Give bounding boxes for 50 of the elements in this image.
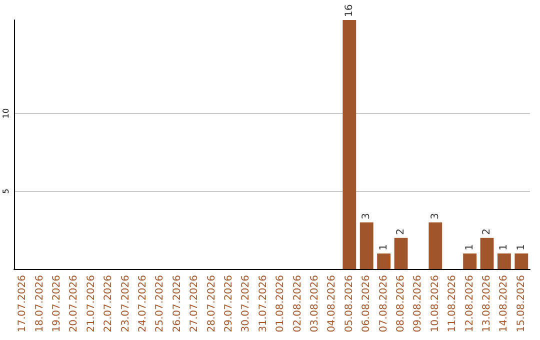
- data-label: 1: [498, 244, 510, 250]
- bar: [428, 222, 442, 269]
- bar: [342, 20, 356, 269]
- x-tick-label: 31.07.2026: [258, 275, 269, 332]
- y-tick-label: 10: [2, 108, 10, 118]
- bar: [394, 238, 408, 269]
- x-tick-label: 30.07.2026: [240, 275, 252, 332]
- data-label: 16: [344, 4, 355, 17]
- x-tick-label: 23.07.2026: [120, 275, 132, 332]
- y-tick-label: 5: [2, 188, 10, 194]
- x-tick-label: 19.07.2026: [52, 275, 62, 332]
- x-tick-label: 25.07.2026: [154, 275, 166, 332]
- x-tick-label: 10.08.2026: [430, 275, 441, 332]
- x-tick-label: 02.08.2026: [292, 275, 304, 332]
- x-tick-label: 15.08.2026: [516, 275, 527, 332]
- x-tick-label: 01.08.2026: [275, 275, 286, 332]
- data-label: 3: [430, 212, 441, 220]
- bar: [497, 253, 511, 269]
- x-tick-label: 08.08.2026: [396, 275, 406, 332]
- x-tick-label: 06.08.2026: [361, 275, 372, 332]
- data-label: 2: [482, 228, 492, 235]
- x-tick-label: 21.07.2026: [86, 275, 97, 332]
- bar: [480, 238, 494, 269]
- x-tick-label: 09.08.2026: [412, 275, 424, 332]
- x-tick-label: 05.08.2026: [344, 275, 355, 332]
- x-tick-label: 18.07.2026: [34, 275, 46, 332]
- bar: [514, 253, 528, 269]
- x-tick-label: 11.08.2026: [447, 275, 458, 332]
- x-tick-label: 27.07.2026: [189, 275, 200, 332]
- data-label: 1: [464, 244, 476, 250]
- x-tick-label: 28.07.2026: [206, 275, 218, 332]
- x-tick-label: 26.07.2026: [172, 275, 183, 332]
- bar: [377, 253, 391, 269]
- data-label: 1: [378, 244, 390, 250]
- data-label: 3: [361, 212, 372, 220]
- data-label: 1: [516, 244, 527, 250]
- x-tick-label: 24.07.2026: [138, 275, 148, 332]
- x-tick-label: 17.07.2026: [17, 275, 28, 332]
- x-tick-label: 04.08.2026: [326, 275, 338, 332]
- bar: [360, 222, 374, 269]
- x-tick-label: 12.08.2026: [464, 275, 476, 332]
- x-tick-label: 20.07.2026: [68, 275, 80, 332]
- x-tick-label: 13.08.2026: [482, 275, 492, 332]
- x-tick-label: 14.08.2026: [498, 275, 510, 332]
- bar: [463, 253, 477, 269]
- x-tick-label: 07.08.2026: [378, 275, 390, 332]
- data-label: 2: [396, 228, 406, 235]
- x-tick-label: 03.08.2026: [310, 275, 320, 332]
- x-tick-label: 29.07.2026: [224, 275, 234, 332]
- x-tick-label: 22.07.2026: [103, 275, 114, 332]
